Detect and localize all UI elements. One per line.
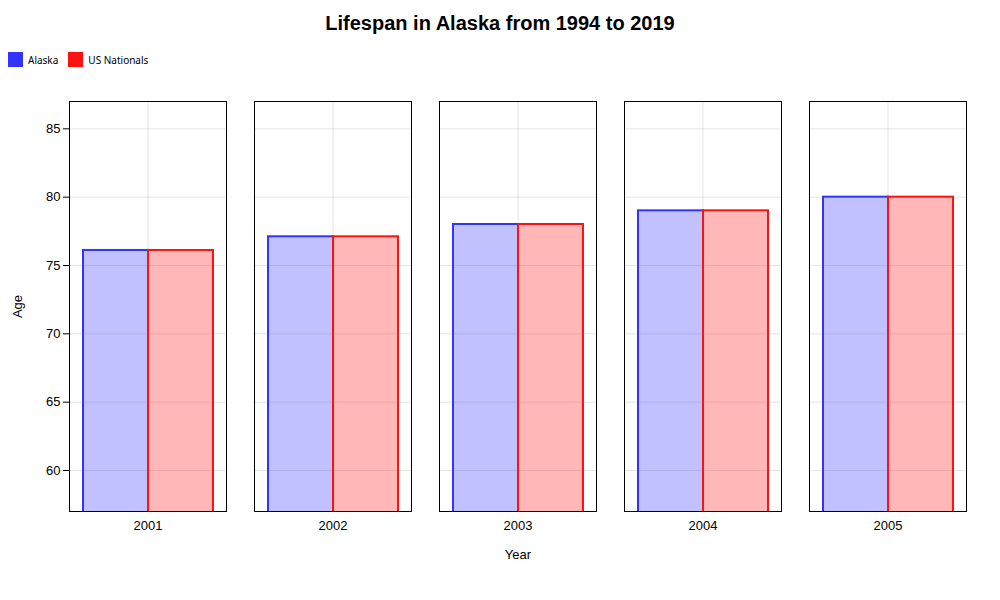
html-text:Alaska: Alaska: [28, 52, 59, 67]
svg-text:2001: 2001: [134, 518, 163, 533]
svg-text:2003: 2003: [504, 518, 533, 533]
svg-text:Year: Year: [505, 547, 532, 562]
html-text:Lifespan in Alaska from 1994 t: Lifespan in Alaska from 1994 to 2019: [325, 12, 675, 34]
svg-text:70: 70: [46, 326, 60, 341]
svg-text:2005: 2005: [874, 518, 903, 533]
svg-text:85: 85: [46, 121, 60, 136]
svg-text:75: 75: [46, 258, 60, 273]
html-text:US Nationals: US Nationals: [88, 52, 149, 67]
svg-text:80: 80: [46, 189, 60, 204]
svg-text:2004: 2004: [689, 518, 718, 533]
svg-text:60: 60: [46, 463, 60, 478]
svg-text:2002: 2002: [319, 518, 348, 533]
svg-text:Age: Age: [10, 295, 25, 318]
svg-text:65: 65: [46, 394, 60, 409]
